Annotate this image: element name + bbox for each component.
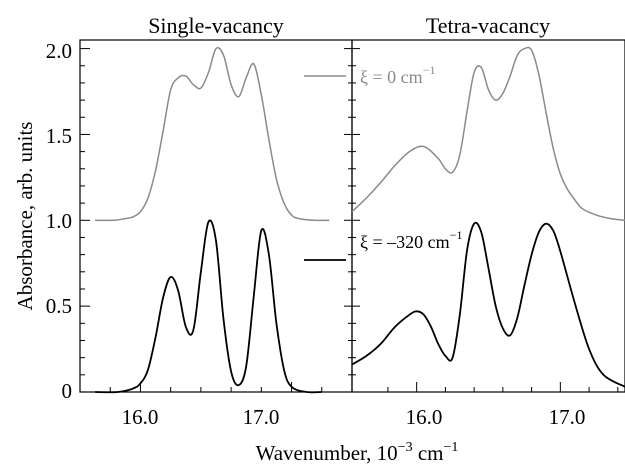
single-vacancy-title: Single-vacancy <box>148 13 284 38</box>
x-tick-label: 17.0 <box>243 405 280 429</box>
tetra-vacancy-plot-frame <box>351 39 625 393</box>
legend: ξ = 0 cm−1 ξ = –320 cm−1 <box>304 63 462 261</box>
x-axis-label-unit: cm <box>413 441 444 465</box>
y-axis-label: Absorbance, arb. units <box>13 122 37 311</box>
x-tick-labels: 16.0 17.0 16.0 17.0 <box>122 405 586 429</box>
tetra-vacancy-title: Tetra-vacancy <box>426 13 550 38</box>
single-vacancy-xi-neg320-curve <box>95 219 322 394</box>
x-axis-label-exponent: −3 <box>398 440 413 455</box>
curves <box>95 46 625 394</box>
y-tick-label: 0 <box>62 379 73 403</box>
x-tick-label: 16.0 <box>406 405 443 429</box>
legend-label-xi-neg320: ξ = –320 cm−1 <box>360 228 462 252</box>
legend-label-xi-neg320-exponent: −1 <box>450 228 463 242</box>
legend-label-xi-0: ξ = 0 cm−1 <box>360 63 435 87</box>
x-axis-label-main: Wavenumber, 10 <box>256 441 398 465</box>
y-tick-label: 1.0 <box>46 209 72 233</box>
tick-marks <box>80 48 619 393</box>
single-vacancy-xi-0-curve <box>95 46 330 222</box>
x-axis-label-unit-exponent: −1 <box>444 440 459 455</box>
y-tick-label: 1.5 <box>46 124 72 148</box>
x-tick-label: 17.0 <box>549 405 586 429</box>
x-axis-label: Wavenumber, 10−3 cm−1 <box>256 440 459 465</box>
legend-label-xi-0-text: ξ = 0 cm <box>360 67 423 87</box>
single-vacancy-plot-frame <box>79 39 353 393</box>
tetra-vacancy-xi-neg320-curve <box>351 221 625 388</box>
legend-label-xi-0-exponent: −1 <box>423 63 436 77</box>
y-tick-labels: 0 0.5 1.0 1.5 2.0 <box>46 39 72 403</box>
y-tick-label: 0.5 <box>46 294 72 318</box>
y-tick-label: 2.0 <box>46 39 72 63</box>
x-tick-label: 16.0 <box>122 405 159 429</box>
legend-label-xi-neg320-text: ξ = –320 cm <box>360 232 450 252</box>
tetra-vacancy-xi-0-curve <box>351 46 625 222</box>
